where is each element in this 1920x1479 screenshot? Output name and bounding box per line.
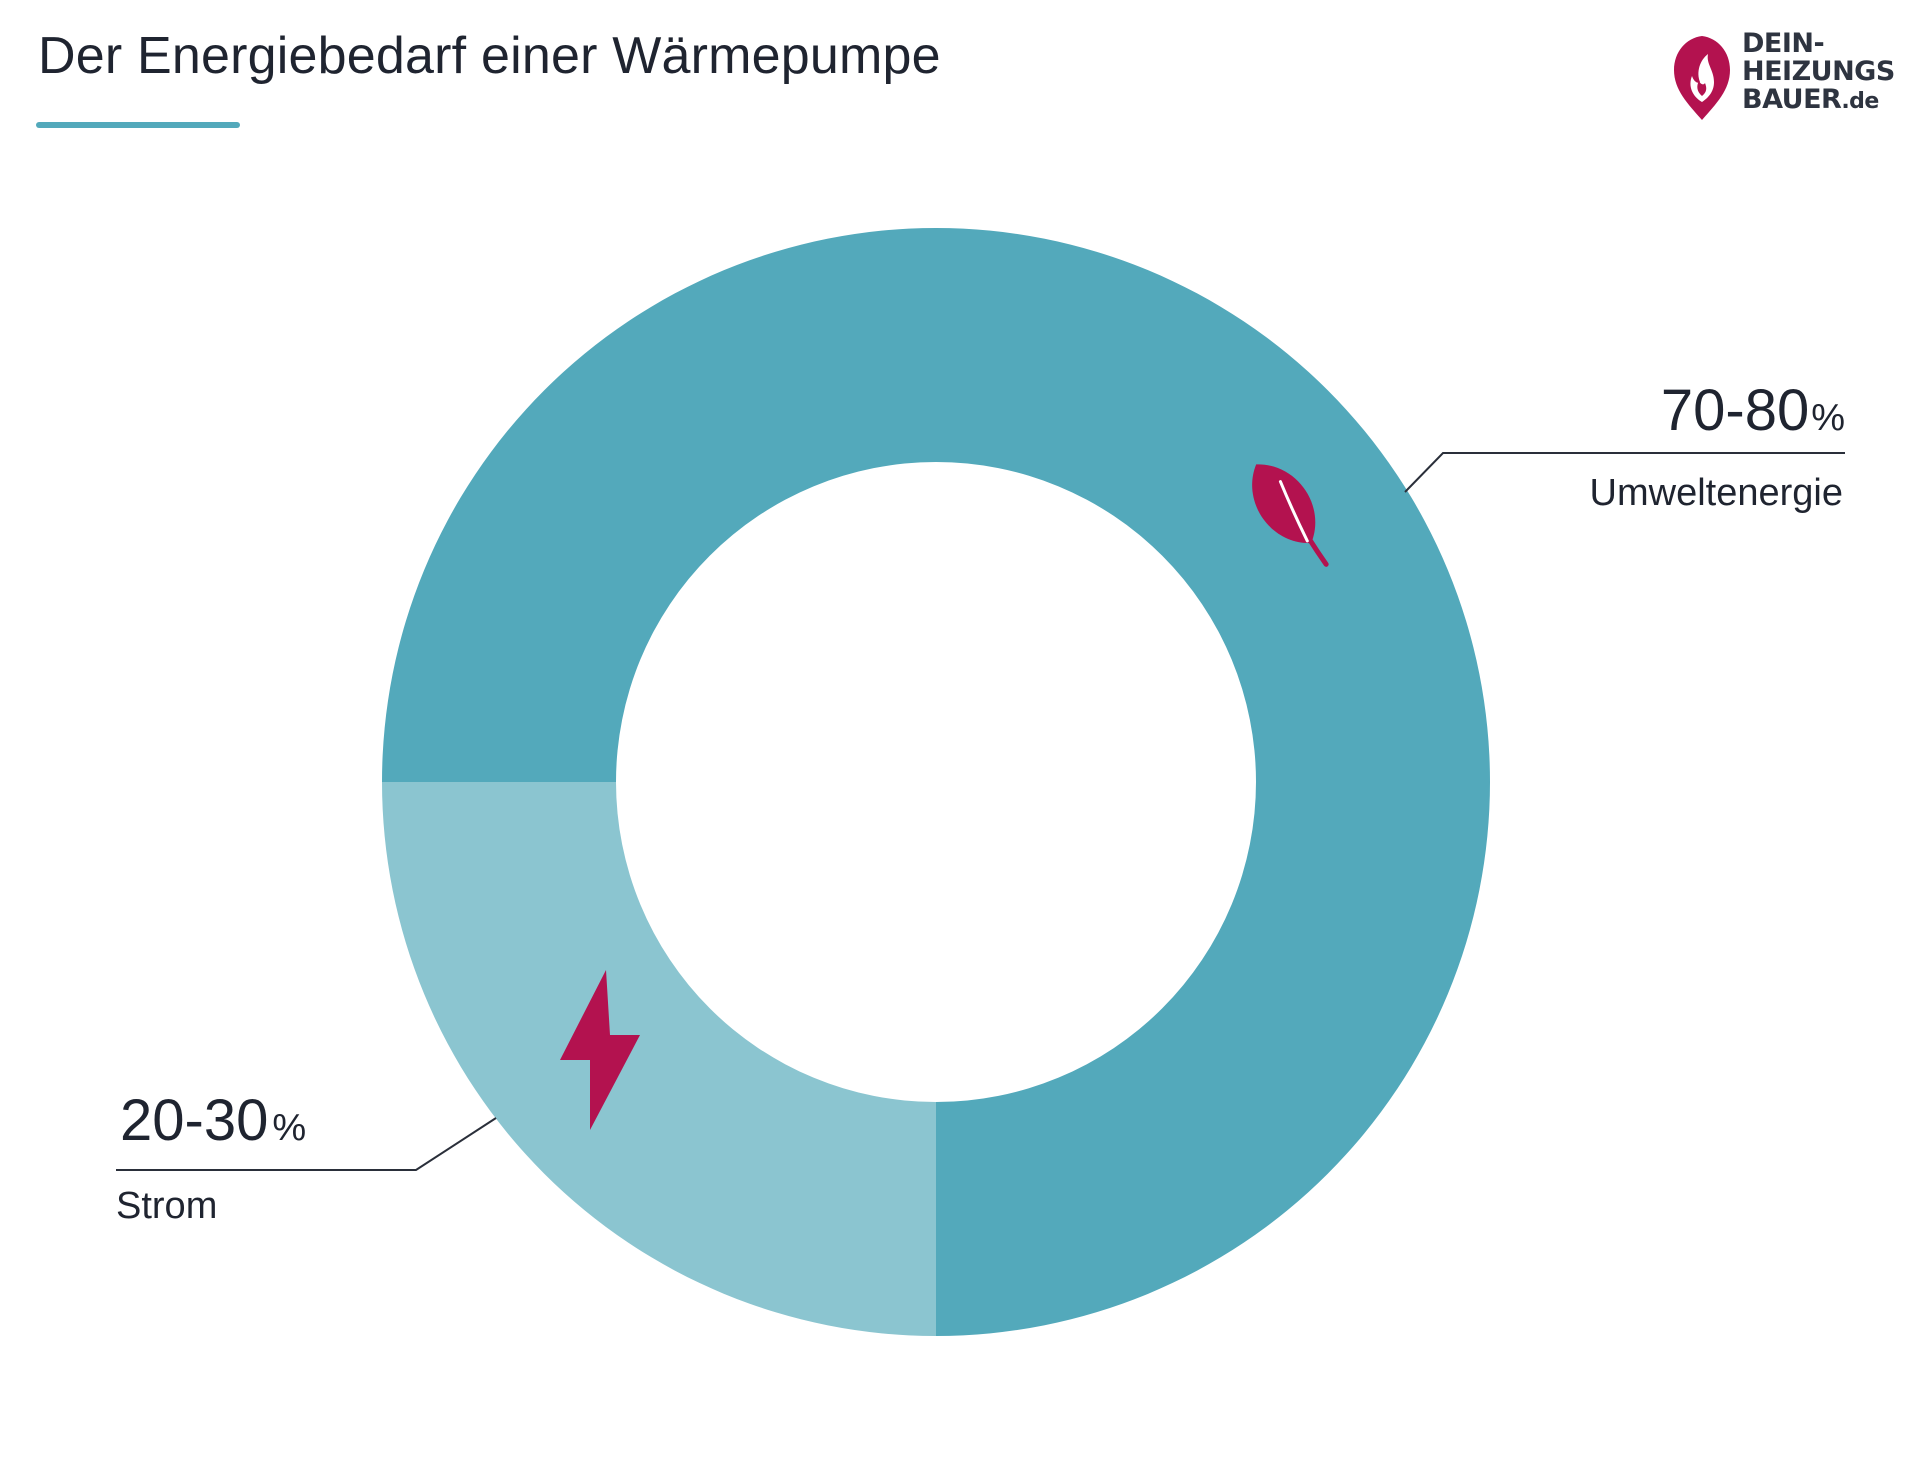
slice-umweltenergie — [382, 228, 1490, 1336]
title-underline — [36, 122, 240, 128]
brand-tld: .de — [1841, 89, 1879, 114]
brand-logo: DEIN- HEIZUNGS BAUER.de — [1670, 30, 1900, 130]
callout-strom: 20-30% Strom — [116, 1088, 497, 1227]
callout-umweltenergie: 70-80% Umweltenergie — [1404, 378, 1845, 514]
label-value-strom: 20-30% — [120, 1088, 306, 1153]
label-name-umweltenergie: Umweltenergie — [1590, 472, 1843, 514]
brand-line-2: HEIZUNGS — [1742, 56, 1895, 87]
label-value-umweltenergie: 70-80% — [1661, 378, 1845, 443]
brand-wordmark: DEIN- HEIZUNGS BAUER.de — [1742, 30, 1895, 116]
lightning-icon — [560, 970, 640, 1130]
flame-drop-icon — [1674, 36, 1730, 120]
brand-line-3: BAUER — [1742, 84, 1842, 115]
leaf-icon — [1252, 464, 1329, 567]
brand-line-1: DEIN- — [1742, 28, 1825, 59]
page-title: Der Energiebedarf einer Wärmepumpe — [38, 27, 941, 85]
slice-strom — [382, 782, 936, 1336]
donut-slices — [382, 228, 1490, 1336]
label-name-strom: Strom — [116, 1185, 217, 1227]
callout-line-umweltenergie — [1404, 452, 1845, 493]
callout-line-strom — [116, 1117, 497, 1171]
